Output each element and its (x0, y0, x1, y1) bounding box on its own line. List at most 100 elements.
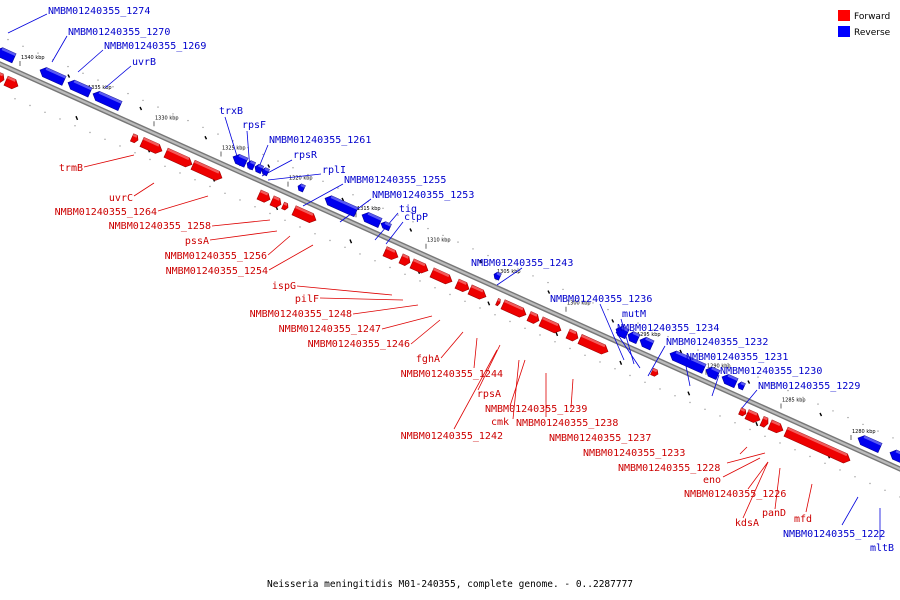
leader-line (722, 457, 761, 478)
gene-forward (738, 407, 747, 417)
gene-label: NMBM01240355_1231 (686, 352, 788, 363)
gene-label: pssA (185, 236, 209, 247)
gene-reverse (0, 47, 17, 64)
gene-label: NMBM01240355_1274 (48, 6, 150, 17)
track-dot (172, 113, 174, 115)
position-ticks: 1340 kbp 1335 kbp 1330 kbp 1325 kbp 1320 kbp… (19, 55, 876, 459)
leader-line (473, 337, 478, 369)
gene-forward (577, 334, 609, 355)
gene-forward (163, 147, 193, 168)
genome-backbone (0, 61, 900, 472)
gene-label: mltB (870, 543, 894, 554)
gene-forward (269, 195, 282, 208)
leader-line (7, 13, 48, 34)
leader-line (267, 173, 322, 181)
gene-reverse (889, 449, 900, 465)
track-dot (592, 302, 594, 304)
gene-label: kdsA (735, 518, 759, 529)
track-dot (299, 226, 301, 228)
leader-line (711, 374, 720, 397)
track-dot (14, 98, 16, 100)
track-dot (89, 131, 91, 134)
gene-label: NMBM01240355_1243 (471, 258, 573, 269)
track-dots (7, 38, 900, 498)
gene-label: NMBM01240355_1246 (308, 339, 410, 350)
leader-line (51, 35, 68, 63)
gene-reverse (721, 374, 739, 389)
track-dot (539, 334, 541, 336)
legend-label-forward: Forward (854, 12, 890, 22)
gene-reverse (627, 331, 641, 345)
gene-label: mutM (622, 309, 646, 320)
tick-label: 1330 kbp (155, 115, 179, 121)
track-dot (209, 185, 211, 188)
legend: Forward Reverse (838, 10, 891, 38)
track-marker (747, 380, 751, 384)
leader-line (83, 154, 135, 168)
track-dot (254, 206, 256, 208)
gene-label: NMBM01240355_1226 (684, 489, 786, 500)
leader-line (268, 244, 314, 271)
track-dot (44, 111, 46, 114)
gene-label: cmk (491, 417, 509, 428)
track-dot (389, 266, 391, 269)
track-dot (239, 199, 241, 201)
gene-forward (526, 311, 540, 324)
leader-line (302, 183, 344, 207)
track-dot (134, 152, 136, 154)
track-dot (839, 469, 841, 471)
track-dot (67, 65, 69, 68)
track-dot (892, 437, 894, 439)
track-dot (569, 347, 571, 350)
track-dot (179, 172, 181, 174)
track-dot (494, 314, 496, 316)
track-dot (329, 239, 331, 242)
leader-line (774, 467, 781, 510)
gene-label: rpsA (477, 389, 501, 400)
tick-label: 1305 kbp (497, 269, 521, 275)
tick-label: 1335 kbp (88, 85, 112, 91)
gene-reverse (39, 67, 67, 86)
track-dot (374, 260, 376, 262)
track-dot (449, 293, 451, 296)
gene-label: NMBM01240355_1247 (279, 324, 381, 335)
track-dot (29, 104, 31, 107)
track-dot (659, 388, 661, 390)
track-dot (104, 138, 106, 140)
track-dot (442, 234, 444, 237)
track-dot (869, 482, 871, 485)
track-dot (434, 287, 436, 289)
gene-forward (256, 189, 271, 203)
track-dot (734, 422, 736, 424)
track-dot (779, 442, 781, 444)
track-dot (509, 320, 511, 323)
gene-label: uvrC (109, 193, 133, 204)
track-dot (59, 118, 61, 120)
track-dot (712, 356, 714, 358)
gene-label: trmB (59, 163, 83, 174)
track-marker (204, 135, 208, 140)
gene-label: NMBM01240355_1261 (269, 135, 371, 146)
leader-line (739, 446, 748, 455)
gene-forward (783, 426, 851, 464)
track-dot (157, 106, 159, 108)
leader-line (267, 235, 291, 256)
gene-label: NMBM01240355_1236 (550, 294, 652, 305)
leader-line (453, 349, 498, 430)
gene-label: NMBM01240355_1237 (549, 433, 651, 444)
leader-line (104, 65, 132, 89)
gene-reverse (639, 337, 655, 351)
gene-label: NMBM01240355_1234 (617, 323, 719, 334)
gene-label: pilF (295, 294, 319, 305)
gene-forward (565, 328, 579, 342)
track-dot (584, 354, 586, 356)
gene-forward (0, 71, 5, 84)
gene-reverse (92, 91, 123, 111)
gene-label: ispG (272, 281, 296, 292)
gene-label: NMBM01240355_1238 (516, 418, 618, 429)
gene-label: NMBM01240355_1228 (618, 463, 720, 474)
tick-label: 1325 kbp (222, 145, 246, 151)
track-marker (547, 290, 551, 294)
track-dot (622, 315, 624, 318)
